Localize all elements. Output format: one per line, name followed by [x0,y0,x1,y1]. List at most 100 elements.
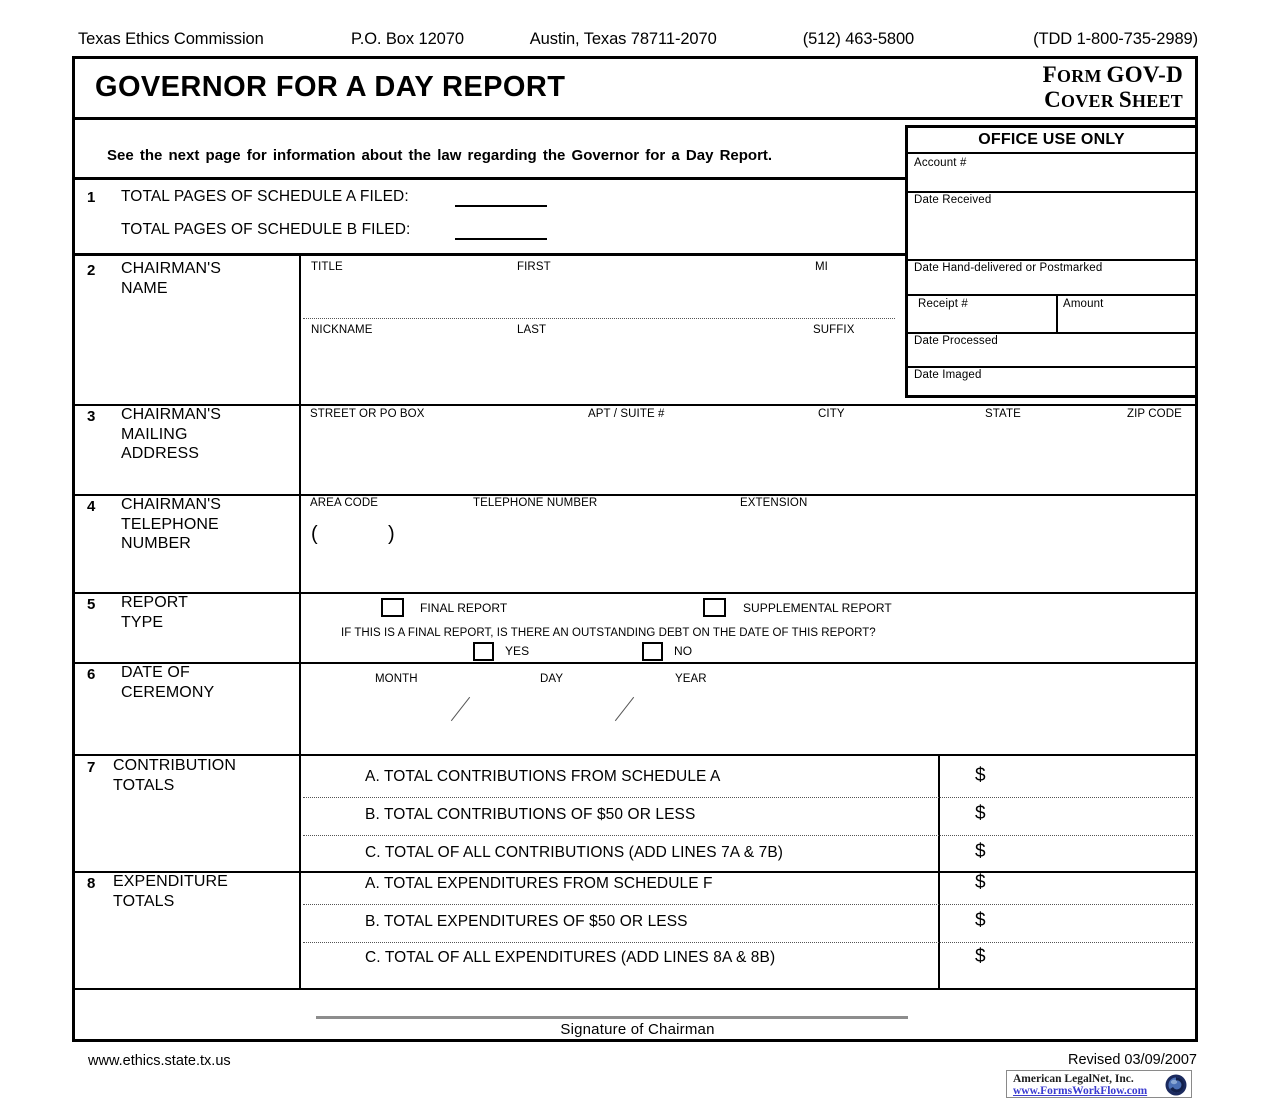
office-date-imaged-input[interactable] [912,384,1192,396]
row-8c-dollar-sign: $ [975,946,986,967]
office-account-rule [908,191,1195,193]
telephone-number-input[interactable] [405,525,605,549]
office-amount-input[interactable] [1061,314,1191,332]
caption-city: CITY [818,408,845,420]
caption-apt-suite: APT / SUITE # [588,408,665,420]
form-word-cover-lead: C [1044,86,1062,112]
form-word-form-rest: ORM [1057,66,1107,86]
row-7a-dotted-rule [303,797,1193,798]
date-slash-2-icon [614,696,635,722]
checkbox-debt-no[interactable] [642,642,663,661]
area-code-paren-close: ) [388,523,395,545]
agency-header-line: Texas Ethics Commission P.O. Box 12070 A… [78,30,1198,52]
agency-tdd: (TDD 1-800-735-2989) [1033,30,1198,48]
office-date-processed-input[interactable] [912,350,1192,366]
section-4-bottom-rule [75,592,1195,594]
section-8-amount-divider [938,871,940,988]
office-account-input[interactable] [912,172,1192,190]
row-7b-amount-input[interactable] [1000,802,1185,828]
office-date-hand-delivered-input[interactable] [912,277,1192,294]
row-7b-label: B. TOTAL CONTRIBUTIONS OF $50 OR LESS [365,806,696,823]
caption-area-code: AREA CODE [310,497,379,509]
extension-input[interactable] [635,525,795,549]
law-notice-text: See the next page for information about … [107,147,773,164]
ceremony-year-input[interactable] [671,695,766,721]
schedule-a-pages-input[interactable] [455,205,547,207]
section-6-column-divider [299,662,301,754]
label-debt-yes: YES [505,644,530,658]
section-8-number: 8 [87,875,96,892]
section-7-number: 7 [87,759,96,776]
name-top-input[interactable] [307,279,895,303]
section-6-label: DATE OF CEREMONY [121,664,215,701]
section-1-number: 1 [87,189,96,206]
ceremony-day-input[interactable] [535,695,610,721]
office-date-received-input[interactable] [912,210,1192,258]
label-final-report: FINAL REPORT [420,601,508,615]
office-receipt-label: Receipt # [918,298,968,310]
office-receipt-amount-divider [1056,296,1058,332]
row-8b-label: B. TOTAL EXPENDITURES OF $50 OR LESS [365,913,688,930]
office-use-only-box: OFFICE USE ONLY Account # Date Received … [905,125,1198,398]
row-7a-label: A. TOTAL CONTRIBUTIONS FROM SCHEDULE A [365,768,721,785]
form-word-sheet-rest: HEET [1131,90,1183,111]
caption-zip: ZIP CODE [1127,408,1182,420]
row-8b-dotted-rule [303,942,1193,943]
caption-last: LAST [517,324,547,336]
signature-rule [316,1016,908,1019]
section-7-amount-divider [938,754,940,871]
row-8c-amount-input[interactable] [1000,945,1185,971]
checkbox-final-report[interactable] [381,598,404,617]
section-7-column-divider [299,754,301,871]
form-word-form-lead: F [1042,62,1058,87]
section-5-bottom-rule [75,662,1195,664]
row-8b-amount-input[interactable] [1000,909,1185,935]
caption-first: FIRST [517,261,551,273]
notice-bottom-rule [75,177,905,180]
caption-nickname: NICKNAME [311,324,373,336]
caption-extension: EXTENSION [740,497,808,509]
caption-street: STREET OR PO BOX [310,408,425,420]
section-3-bottom-rule [75,494,1195,496]
row-7c-label: C. TOTAL OF ALL CONTRIBUTIONS (ADD LINES… [365,844,784,861]
row-8a-dotted-rule [303,904,1193,905]
caption-year: YEAR [675,673,707,685]
section-8-column-divider [299,871,301,988]
section-5-label: REPORT TYPE [121,594,188,631]
name-bottom-input[interactable] [307,343,895,393]
section-7-label: CONTRIBUTION TOTALS [113,757,236,794]
checkbox-debt-yes[interactable] [473,642,494,661]
schedule-b-pages-input[interactable] [455,238,547,240]
row-7a-amount-input[interactable] [1000,764,1185,790]
area-code-input[interactable] [325,525,383,549]
caption-day: DAY [540,673,564,685]
caption-state: STATE [985,408,1021,420]
checkbox-supplemental-report[interactable] [703,598,726,617]
row-8a-amount-input[interactable] [1000,871,1185,897]
section-3-column-divider [299,404,301,494]
agency-phone: (512) 463-5800 [802,30,915,48]
section-5-column-divider [299,592,301,662]
form-identifier: FORM GOV-D COVER SHEET [1042,62,1183,112]
name-dotted-divider [303,318,895,319]
section-7-bottom-rule [75,871,1195,873]
row-7c-amount-input[interactable] [1000,840,1185,866]
office-receipt-input[interactable] [916,314,1052,332]
ceremony-month-input[interactable] [371,695,446,721]
mailing-address-input[interactable] [305,425,1190,490]
office-date-imaged-label: Date Imaged [914,369,982,381]
legalnet-url-link[interactable]: www.FormsWorkFlow.com [1013,1085,1148,1097]
section-6-bottom-rule [75,754,1195,756]
final-report-debt-question: IF THIS IS A FINAL REPORT, IS THERE AN O… [341,627,876,639]
row-8c-label: C. TOTAL OF ALL EXPENDITURES (ADD LINES … [365,949,776,966]
american-legalnet-logo-box[interactable]: American LegalNet, Inc. www.FormsWorkFlo… [1006,1070,1192,1098]
section-4-number: 4 [87,498,96,515]
office-receipt-rule [908,332,1195,334]
caption-mi: MI [815,261,828,273]
label-supplemental-report: SUPPLEMENTAL REPORT [743,601,892,615]
signature-input[interactable] [320,990,905,1016]
area-code-paren-open: ( [311,523,318,545]
section-6-number: 6 [87,666,96,683]
agency-po-box: P.O. Box 12070 [350,30,464,48]
